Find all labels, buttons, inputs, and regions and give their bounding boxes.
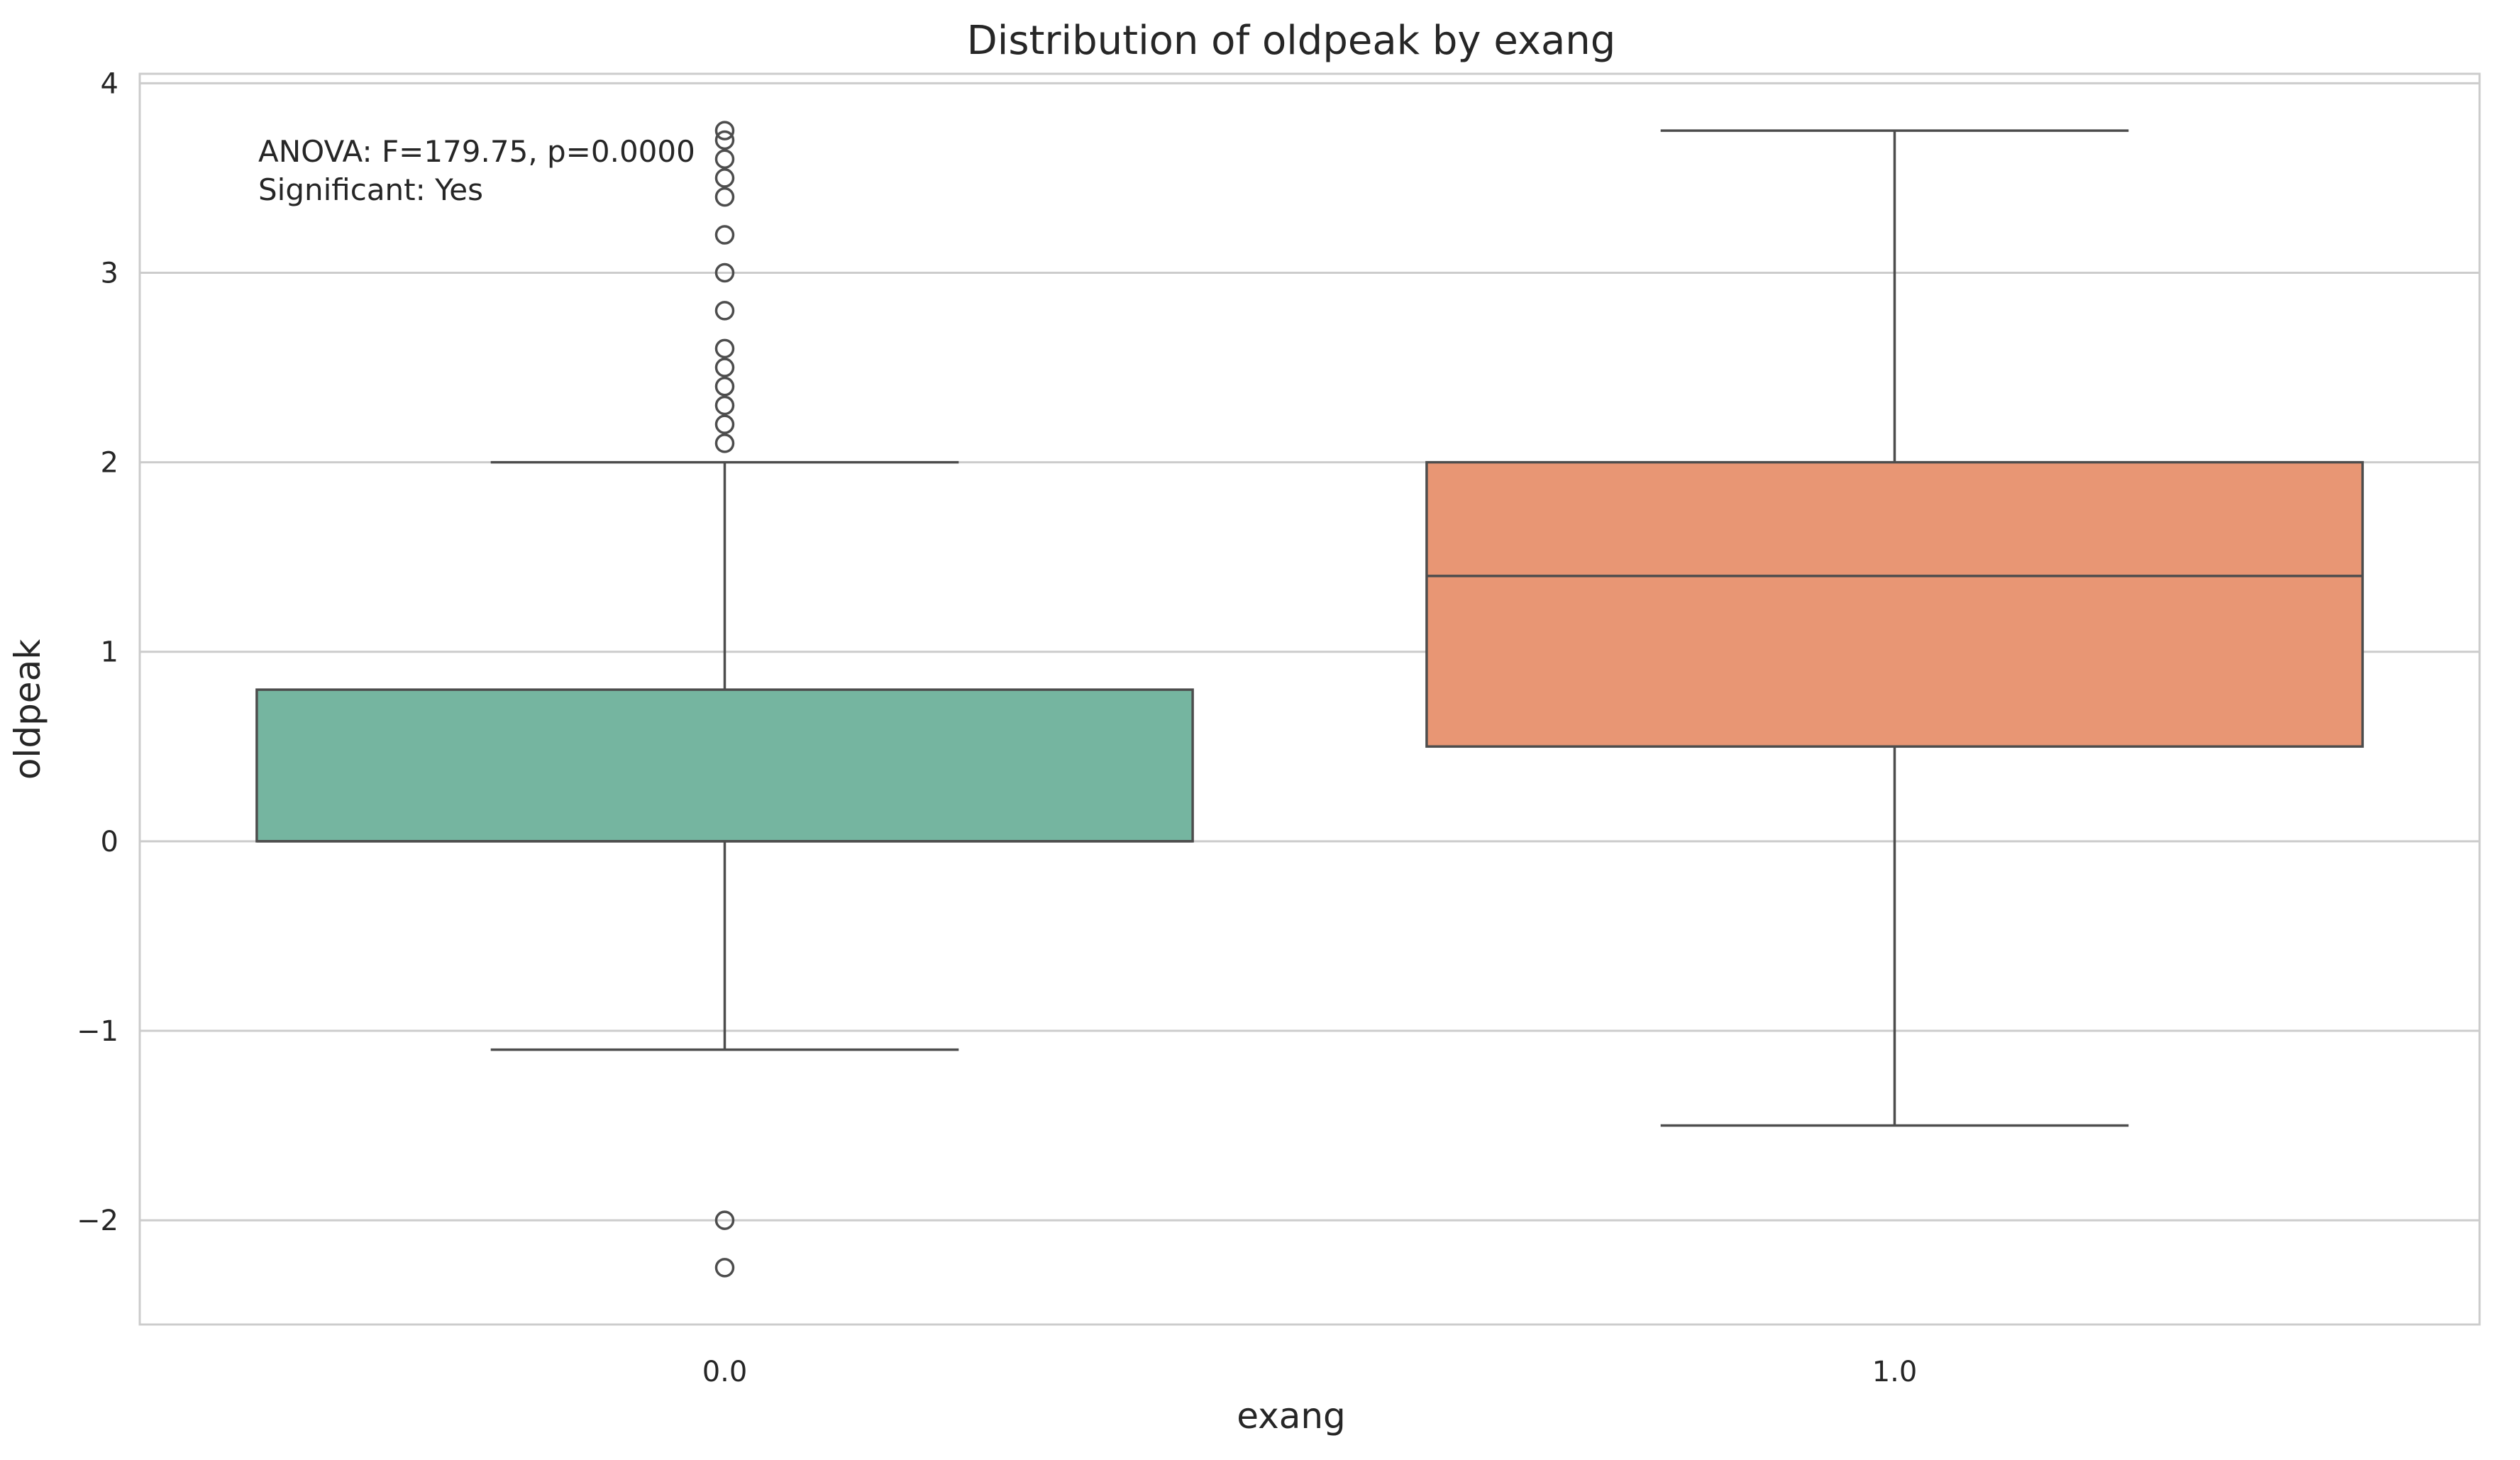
outlier-point	[714, 1258, 735, 1278]
outlier-point	[714, 225, 735, 245]
box-layer	[255, 121, 2364, 1278]
x-tick-label: 0.0	[702, 1356, 748, 1388]
outlier-point	[714, 262, 735, 283]
outlier-point	[714, 414, 735, 434]
outlier-point	[714, 338, 735, 359]
y-tick-label: 2	[101, 447, 118, 480]
outlier-point	[714, 149, 735, 169]
y-tick-label: 1	[101, 636, 118, 669]
y-tick-label: 0	[101, 826, 118, 858]
y-tick-label: −1	[77, 1015, 118, 1048]
outlier-point	[714, 187, 735, 207]
x-axis-label: exang	[1237, 1395, 1346, 1437]
y-tick-label: 4	[101, 67, 118, 100]
outlier-point	[714, 1210, 735, 1230]
y-tick-label: −2	[77, 1205, 118, 1237]
y-tick-label: 3	[101, 257, 118, 289]
box-group-0.0	[255, 121, 1194, 1278]
significance-annotation: Significant: Yes	[258, 172, 483, 207]
outlier-point	[714, 168, 735, 188]
y-axis-label: oldpeak	[7, 639, 48, 780]
outlier-point	[714, 395, 735, 416]
outlier-point	[714, 433, 735, 453]
iqr-box	[255, 688, 1194, 843]
box-group-1.0	[1425, 129, 2364, 1127]
x-tick-label: 1.0	[1872, 1356, 1918, 1388]
iqr-box	[1425, 460, 2364, 748]
outlier-point	[714, 358, 735, 377]
outlier-point	[714, 377, 735, 397]
chart-title: Distribution of oldpeak by exang	[967, 18, 1616, 64]
outlier-point	[714, 301, 735, 321]
outlier-point	[714, 130, 735, 150]
anova-annotation: ANOVA: F=179.75, p=0.0000	[258, 134, 695, 169]
outlier-point	[714, 121, 735, 140]
plot-frame	[138, 72, 2481, 1326]
tick-layer: −2 −1 0 1 2 3 4 0.0 1.0	[77, 67, 1917, 1388]
